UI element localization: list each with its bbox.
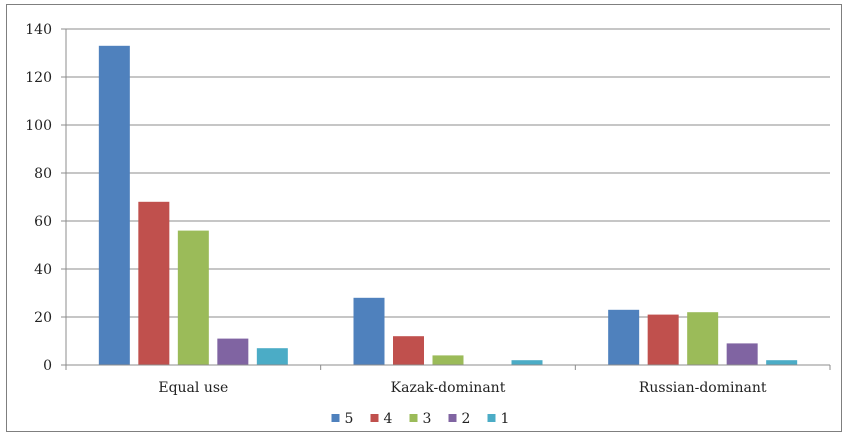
bar-kazak-dominant-series-5 <box>353 297 385 365</box>
y-tick-label: 140 <box>25 22 52 38</box>
legend-swatch-2 <box>448 414 457 422</box>
category-label: Russian-dominant <box>639 380 767 396</box>
legend-swatch-1 <box>487 414 496 422</box>
category-labels: Equal use Kazak-dominant Russian-dominant <box>158 380 767 396</box>
bar-equal-use-series-5 <box>98 45 130 366</box>
x-axis <box>61 364 831 370</box>
y-tick-label: 20 <box>34 310 52 326</box>
y-axis-ticks: 0 20 40 60 80 100 120 140 <box>25 22 67 374</box>
bar-equal-use-series-4 <box>138 201 170 365</box>
bar-kazak-dominant-series-4 <box>393 336 424 365</box>
y-tick-label: 0 <box>43 358 52 374</box>
y-tick-label: 100 <box>25 118 52 134</box>
legend-label-4: 4 <box>384 411 393 427</box>
bar-kazak-dominant-series-3 <box>432 355 464 365</box>
y-tick-label: 60 <box>34 214 52 230</box>
y-tick-label: 120 <box>25 70 52 86</box>
legend: 5 4 3 2 1 <box>331 411 510 427</box>
category-label: Kazak-dominant <box>391 380 506 396</box>
legend-label-3: 3 <box>423 411 432 427</box>
bar-russian-dominant-series-4 <box>647 314 679 365</box>
category-label: Equal use <box>158 380 228 396</box>
legend-label-2: 2 <box>462 411 471 427</box>
bar-russian-dominant-series-5 <box>608 309 640 365</box>
bar-russian-dominant-series-1 <box>766 360 798 365</box>
bar-russian-dominant-series-2 <box>726 343 758 365</box>
legend-swatch-3 <box>409 414 418 422</box>
y-tick-label: 80 <box>34 166 52 182</box>
bar-russian-dominant-series-3 <box>687 312 719 365</box>
bar-kazak-dominant-series-1 <box>511 360 543 365</box>
bar-equal-use-series-1 <box>256 348 288 365</box>
y-tick-label: 40 <box>34 262 52 278</box>
legend-label-5: 5 <box>345 411 354 427</box>
legend-swatch-5 <box>331 414 340 422</box>
bar-equal-use-series-3 <box>177 230 209 365</box>
bar-equal-use-series-2 <box>217 338 249 365</box>
legend-label-1: 1 <box>501 411 510 427</box>
legend-swatch-4 <box>370 414 379 422</box>
bars <box>98 45 798 366</box>
